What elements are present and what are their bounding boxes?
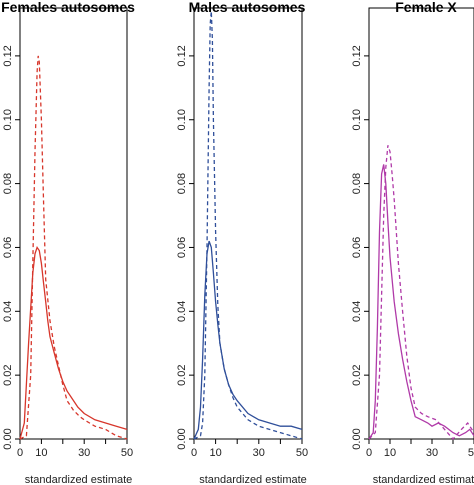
y-tick-label: 0.08 xyxy=(176,173,188,194)
x-tick-label: 0 xyxy=(17,447,23,459)
y-tick-label: 0.04 xyxy=(351,301,363,322)
panel-title: Female X xyxy=(395,0,457,15)
x-tick-label: 0 xyxy=(366,447,372,459)
panel-title: Females autosomes xyxy=(1,0,135,15)
y-tick-label: 0.12 xyxy=(176,45,188,66)
y-tick-label: 0.00 xyxy=(176,428,188,449)
series-line-solid xyxy=(368,164,474,440)
y-tick-label: 0.00 xyxy=(2,428,14,449)
y-tick-label: 0.02 xyxy=(176,364,188,385)
panel-1: Females autosomes 0.00 0.02 0.04 0.06 0.08 0.1… xyxy=(1,0,135,485)
panel-2: Males autosomes 0.00 0.02 0.04 0.06 0.08 0.10 0… xyxy=(176,0,308,485)
y-tick-label: 0.08 xyxy=(2,173,14,194)
y-tick-label: 0.10 xyxy=(176,109,188,130)
y-tick-label: 0.12 xyxy=(351,45,363,66)
plot-frame xyxy=(193,7,303,440)
x-tick-label: 30 xyxy=(253,447,265,459)
x-tick-label: 50 xyxy=(121,447,133,459)
series-line-solid xyxy=(19,245,128,440)
x-tick-label: 10 xyxy=(35,447,47,459)
y-tick-label: 0.00 xyxy=(351,428,363,449)
y-tick-label: 0.04 xyxy=(176,301,188,322)
series-line-dashed xyxy=(368,145,474,440)
x-tick-label: 50 xyxy=(296,447,308,459)
y-tick-label: 0.02 xyxy=(351,364,363,385)
y-tick-label: 0.08 xyxy=(351,173,363,194)
panel-title: Males autosomes xyxy=(189,0,306,15)
plot-frame xyxy=(368,7,474,440)
y-tick-label: 0.12 xyxy=(2,45,14,66)
series-line-dashed xyxy=(19,55,128,440)
x-tick-label: 10 xyxy=(209,447,221,459)
y-tick-label: 0.06 xyxy=(2,237,14,258)
y-tick-label: 0.02 xyxy=(2,364,14,385)
y-tick-label: 0.10 xyxy=(351,109,363,130)
y-tick-label: 0.04 xyxy=(2,301,14,322)
x-axis-label: standardized estimate xyxy=(25,474,133,485)
x-tick-label: 0 xyxy=(191,447,197,459)
panel-3: Female X 0.00 0.02 0.04 0.06 0.08 0.10 0.12 0 10 3… xyxy=(351,0,474,485)
series-line-dashed xyxy=(193,11,303,440)
x-tick-label: 50 xyxy=(468,447,474,459)
series-line-solid xyxy=(193,240,303,440)
y-tick-label: 0.06 xyxy=(176,237,188,258)
x-axis-label: standardized estimate xyxy=(373,474,474,485)
x-tick-label: 10 xyxy=(384,447,396,459)
y-tick-label: 0.10 xyxy=(2,109,14,130)
x-tick-label: 30 xyxy=(426,447,438,459)
x-tick-label: 30 xyxy=(78,447,90,459)
x-axis-label: standardized estimate xyxy=(199,474,307,485)
y-tick-label: 0.06 xyxy=(351,237,363,258)
plot-frame xyxy=(19,7,128,440)
